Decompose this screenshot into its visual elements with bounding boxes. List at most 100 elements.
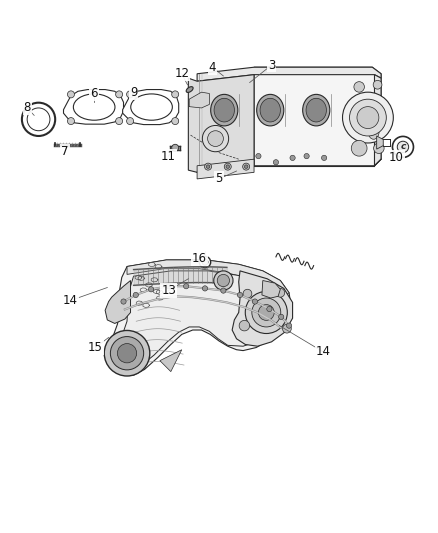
Circle shape [148, 287, 154, 292]
Circle shape [321, 155, 327, 160]
Text: 14: 14 [316, 345, 331, 358]
Circle shape [374, 143, 384, 154]
Circle shape [202, 259, 208, 265]
Circle shape [256, 154, 261, 159]
Polygon shape [262, 280, 280, 298]
Polygon shape [127, 260, 289, 297]
Text: 13: 13 [161, 284, 176, 297]
Circle shape [258, 304, 274, 320]
Circle shape [121, 299, 126, 304]
Text: 7: 7 [61, 146, 69, 158]
Text: 12: 12 [174, 67, 189, 80]
Circle shape [237, 292, 243, 297]
Circle shape [127, 91, 134, 98]
Circle shape [286, 323, 292, 328]
Circle shape [27, 108, 50, 131]
Ellipse shape [303, 94, 330, 126]
Circle shape [343, 92, 393, 143]
Circle shape [117, 344, 137, 363]
Polygon shape [119, 271, 280, 369]
Circle shape [116, 118, 123, 125]
Polygon shape [374, 75, 381, 166]
Circle shape [116, 91, 123, 98]
Text: 6: 6 [90, 87, 98, 100]
Polygon shape [188, 75, 254, 172]
Circle shape [224, 163, 231, 170]
Circle shape [110, 336, 144, 370]
Circle shape [279, 314, 284, 319]
Circle shape [104, 330, 150, 376]
Circle shape [22, 103, 55, 136]
Circle shape [226, 165, 230, 168]
Circle shape [276, 288, 285, 297]
Circle shape [172, 144, 179, 151]
Polygon shape [160, 350, 182, 372]
Circle shape [208, 131, 223, 147]
Text: 11: 11 [161, 150, 176, 163]
Circle shape [243, 163, 250, 170]
Polygon shape [123, 90, 179, 125]
Polygon shape [197, 159, 254, 179]
Polygon shape [197, 67, 381, 81]
Circle shape [397, 141, 409, 152]
Text: 5: 5 [215, 172, 223, 185]
Circle shape [166, 284, 171, 289]
Polygon shape [189, 92, 209, 108]
Circle shape [202, 125, 229, 152]
Circle shape [304, 154, 309, 159]
Ellipse shape [260, 98, 280, 122]
Circle shape [243, 289, 252, 298]
Polygon shape [377, 136, 383, 149]
Circle shape [244, 165, 248, 168]
Circle shape [217, 274, 230, 287]
Text: 16: 16 [192, 252, 207, 265]
Circle shape [267, 306, 272, 312]
Circle shape [350, 99, 386, 136]
Circle shape [133, 292, 138, 297]
Text: 9: 9 [130, 86, 138, 99]
Circle shape [290, 155, 295, 160]
Text: 15: 15 [88, 341, 103, 354]
Circle shape [67, 118, 74, 125]
Ellipse shape [186, 87, 193, 92]
Circle shape [172, 91, 179, 98]
Circle shape [67, 91, 74, 98]
Polygon shape [254, 67, 381, 166]
Circle shape [214, 271, 233, 290]
Circle shape [221, 288, 226, 293]
Circle shape [392, 136, 413, 157]
Circle shape [283, 324, 291, 333]
Text: 4: 4 [208, 61, 216, 74]
Circle shape [354, 82, 364, 92]
Ellipse shape [214, 98, 234, 122]
Ellipse shape [131, 94, 173, 120]
Circle shape [205, 163, 212, 170]
Polygon shape [110, 260, 291, 375]
Circle shape [245, 292, 287, 334]
Circle shape [206, 165, 210, 168]
Circle shape [184, 284, 189, 289]
Text: c: c [400, 142, 406, 151]
Polygon shape [170, 146, 180, 150]
Circle shape [127, 118, 134, 125]
Circle shape [172, 118, 179, 125]
Text: 3: 3 [268, 59, 275, 71]
Polygon shape [232, 271, 293, 346]
Ellipse shape [368, 124, 379, 139]
Ellipse shape [211, 94, 238, 126]
Circle shape [351, 140, 367, 156]
Circle shape [273, 159, 279, 165]
Text: 8: 8 [24, 101, 31, 115]
Text: 10: 10 [389, 151, 404, 164]
Circle shape [252, 298, 281, 327]
Polygon shape [64, 90, 124, 124]
Ellipse shape [257, 94, 284, 126]
Ellipse shape [74, 94, 115, 120]
Ellipse shape [306, 98, 326, 122]
Polygon shape [105, 280, 131, 324]
Circle shape [373, 80, 382, 89]
Circle shape [239, 320, 250, 331]
Text: 14: 14 [63, 294, 78, 307]
Circle shape [199, 256, 211, 268]
Circle shape [357, 107, 379, 128]
